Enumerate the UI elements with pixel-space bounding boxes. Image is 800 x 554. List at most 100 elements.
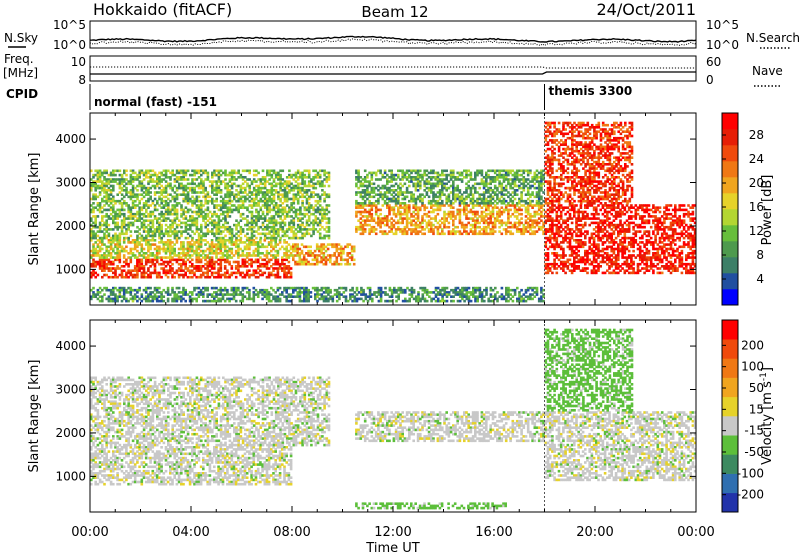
- colorbar-tick-label: 24: [749, 152, 764, 166]
- colorbar-segment: [722, 320, 738, 340]
- power-panel: 1000 2000 3000 4000 Slant Range [km] 4 8 12 16…: [27, 112, 775, 306]
- freq-tick-bottom: 8: [78, 73, 86, 87]
- cpid-mode-1: normal (fast) -151: [94, 95, 217, 109]
- colorbar-segment: [722, 177, 738, 194]
- cpid-mode-2: themis 3300: [549, 84, 633, 98]
- colorbar-segment: [722, 454, 738, 474]
- colorbar-tick-label: -100: [737, 466, 764, 480]
- y-tick-label: 4000: [55, 132, 86, 146]
- colorbar-tick-label: -50: [744, 445, 764, 459]
- echo-region-5: [355, 169, 545, 205]
- echo-region-3: [544, 411, 696, 482]
- time-axis-label: Time UT: [365, 541, 419, 554]
- colorbar-tick-label: 15: [749, 402, 764, 416]
- colorbar-tick-label: 20: [749, 176, 764, 190]
- echo-region-5: [355, 502, 507, 510]
- y-tick-label: 2000: [55, 219, 86, 233]
- time-axis: 00:00 04:00 08:00 12:00 16:00 20:00 00:00: [71, 525, 714, 540]
- y-tick-label: 1000: [55, 262, 86, 276]
- x-tick-label: 00:00: [71, 525, 108, 540]
- noise-sky-trace: [89, 35, 697, 43]
- colorbar-segment: [722, 257, 738, 274]
- colorbar-tick-label: 4: [756, 272, 764, 286]
- colorbar-tick-label: 12: [749, 224, 764, 238]
- colorbar-segment: [722, 209, 738, 226]
- colorbar-segment: [722, 492, 738, 513]
- colorbar-segment: [722, 241, 738, 258]
- nsearch-label: N.Search: [746, 31, 800, 45]
- echo-region-4: [355, 204, 545, 236]
- date-label: 24/Oct/2011: [596, 0, 696, 19]
- colorbar-segment: [722, 113, 738, 130]
- nave-tick-top: 60: [706, 55, 721, 69]
- noise-tick-bottom-left: 10^0: [53, 38, 86, 52]
- colorbar-segment: [722, 193, 738, 210]
- freq-label: Freq.: [4, 52, 34, 66]
- echo-region-3: [292, 243, 356, 266]
- velocity-colorbar-label: Velocity [m s-1]: [759, 367, 775, 465]
- x-tick-label: 08:00: [273, 525, 310, 540]
- colorbar-tick-label: -15: [744, 424, 764, 438]
- cpid-label: CPID: [6, 87, 38, 101]
- beam-label: Beam 12: [361, 3, 428, 21]
- echo-region-6: [544, 204, 696, 275]
- colorbar-segment: [722, 225, 738, 242]
- colorbar-segment: [722, 358, 738, 378]
- power-axes: 1000 2000 3000 4000: [55, 113, 697, 305]
- velocity-echoes: [90, 320, 696, 512]
- velocity-colorbar: 200 100 50 15 -15 -50 -100 -200: [721, 319, 764, 513]
- x-tick-label: 04:00: [172, 525, 209, 540]
- y-tick-label: 1000: [55, 469, 86, 483]
- colorbar-tick-label: 200: [741, 338, 764, 352]
- power-colorbar-label: Power [dB]: [760, 175, 775, 246]
- y-tick-label: 2000: [55, 426, 86, 440]
- colorbar-segment: [722, 416, 738, 436]
- noise-tick-bottom-right: 10^0: [706, 38, 739, 52]
- colorbar-tick-label: 50: [749, 381, 764, 395]
- power-colorbar: 4 8 12 16 20 24 28: [721, 112, 764, 306]
- x-tick-label: 00:00: [677, 525, 714, 540]
- colorbar-segment: [722, 339, 738, 359]
- cpid-panel: CPID normal (fast) -151 themis 3300: [6, 84, 632, 110]
- echo-region-0: [90, 258, 293, 279]
- echo-region-0: [90, 446, 293, 486]
- colorbar-segment: [722, 145, 738, 162]
- x-tick-label: 20:00: [576, 525, 613, 540]
- x-tick-label: 12:00: [374, 525, 411, 540]
- echo-region-1: [90, 376, 331, 447]
- velocity-panel: 1000 2000 3000 4000 Slant Range [km] 200 100…: [27, 319, 775, 513]
- nave-label: Nave: [752, 64, 783, 78]
- power-echoes: [90, 113, 696, 305]
- echo-region-2: [355, 411, 545, 443]
- figure-title: Hokkaido (fitACF): [93, 0, 232, 19]
- noise-tick-top-left: 10^5: [53, 18, 86, 32]
- echo-region-8: [90, 286, 545, 303]
- colorbar-segment: [722, 473, 738, 494]
- colorbar-segment: [722, 396, 738, 417]
- velocity-ylabel: Slant Range [km]: [27, 360, 42, 473]
- colorbar-tick-label: -200: [737, 488, 764, 502]
- noise-tick-top-right: 10^5: [706, 18, 739, 32]
- colorbar-segment: [722, 289, 738, 306]
- freq-panel: Freq. [MHz] 10 8 60 0 Nave: [3, 52, 783, 87]
- y-tick-label: 4000: [55, 339, 86, 353]
- colorbar-segment: [722, 129, 738, 146]
- nave-trace: [90, 71, 696, 75]
- colorbar-tick-label: 28: [749, 128, 764, 142]
- noise-panel: N.Sky 10^5 10^0 10^5 10^0 N.Search: [4, 18, 800, 52]
- colorbar-segment: [722, 161, 738, 178]
- nsky-label: N.Sky: [4, 31, 38, 45]
- colorbar-segment: [722, 273, 738, 290]
- echo-region-4: [544, 328, 634, 412]
- colorbar-tick-label: 16: [749, 200, 764, 214]
- echo-region-1: [90, 239, 293, 259]
- y-tick-label: 3000: [55, 383, 86, 397]
- colorbar-segment: [722, 377, 738, 398]
- colorbar-tick-label: 100: [741, 360, 764, 374]
- x-tick-label: 16:00: [475, 525, 512, 540]
- echo-region-7: [544, 121, 634, 205]
- power-ylabel: Slant Range [km]: [27, 153, 42, 266]
- y-tick-label: 3000: [55, 176, 86, 190]
- freq-unit-label: [MHz]: [3, 66, 38, 80]
